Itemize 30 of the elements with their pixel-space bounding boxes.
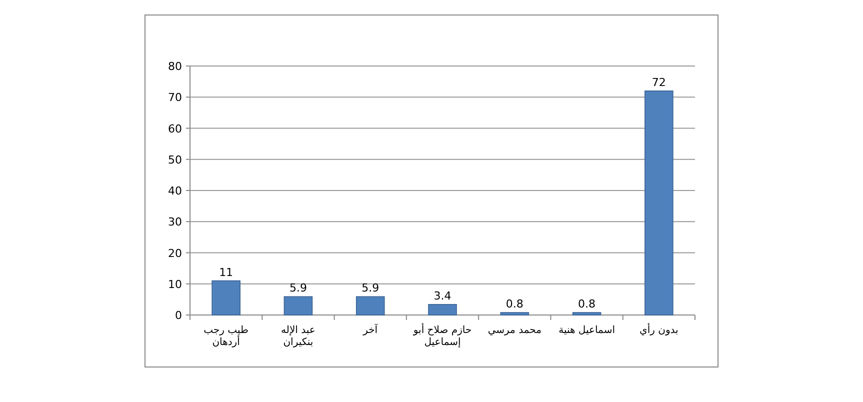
x-tick-label: بدون رأي: [638, 325, 680, 337]
x-tick-label: طيب رجب أردهان: [202, 325, 250, 349]
y-tick-label: 70: [168, 91, 182, 104]
x-tick-label: آخر: [362, 325, 379, 337]
bar: [356, 296, 385, 316]
y-tick-label: 60: [168, 122, 182, 136]
y-tick-label: 0: [175, 309, 182, 322]
data-label: 5.9: [289, 282, 307, 295]
data-label: 72: [652, 76, 666, 89]
y-tick-label: 10: [168, 278, 182, 291]
bar: [284, 296, 313, 316]
bar: [500, 312, 530, 316]
y-tick-label: 40: [168, 184, 182, 198]
data-label: 5.9: [362, 282, 380, 295]
bar: [572, 312, 602, 316]
bar: [644, 90, 674, 316]
x-tick-label: محمد مرسي: [486, 325, 542, 337]
x-tick-label: اسماعيل هنية: [558, 325, 616, 337]
bar: [428, 304, 457, 316]
y-tick-label: 50: [168, 153, 182, 166]
x-tick-label: حازم صلاح أبو إسماعيل: [412, 325, 473, 349]
data-label: 11: [219, 266, 234, 279]
data-label: 3.4: [434, 289, 452, 302]
data-label: 0.8: [578, 298, 596, 311]
x-tick-label: عبد الإله بنكيران: [280, 325, 316, 349]
y-tick-label: 80: [168, 60, 182, 73]
y-tick-label: 20: [168, 246, 182, 260]
bar: [212, 280, 240, 316]
y-tick-label: 30: [168, 216, 182, 229]
data-label: 0.8: [506, 298, 524, 311]
